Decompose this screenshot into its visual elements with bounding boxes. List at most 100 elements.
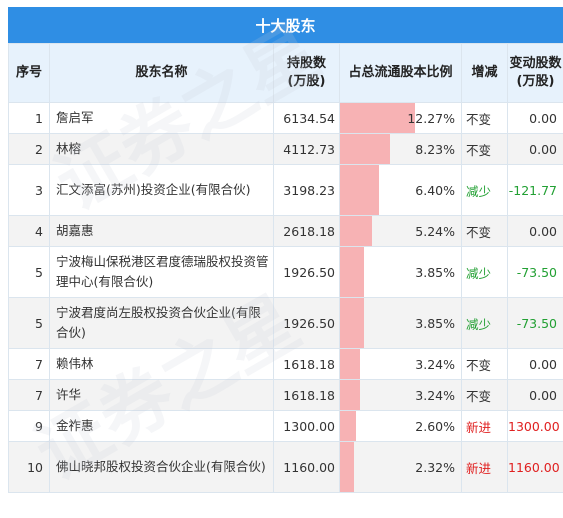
shares-value: 2618.18 (273, 215, 340, 247)
ratio-text: 3.24% (415, 387, 455, 403)
ratio-bar (340, 298, 364, 348)
table-row: 9 金祚惠 1300.00 2.60% 新进 1300.00 (8, 410, 563, 442)
shareholder-name: 金祚惠 (49, 410, 274, 442)
ratio-text: 8.23% (415, 141, 455, 157)
change-label: 不变 (461, 379, 508, 411)
delta-value: -73.50 (507, 297, 563, 349)
change-label: 不变 (461, 102, 508, 134)
row-index: 7 (8, 348, 50, 380)
table-row: 4 胡嘉惠 2618.18 5.24% 不变 0.00 (8, 215, 563, 247)
shareholder-name: 许华 (49, 379, 274, 411)
table-row: 10 佛山晓邦股权投资合伙企业(有限合伙) 1160.00 2.32% 新进 1160.0… (8, 441, 563, 493)
change-label: 减少 (461, 297, 508, 349)
ratio-bar (340, 442, 355, 492)
row-index: 5 (8, 246, 50, 298)
ratio-cell: 3.85% (339, 297, 462, 349)
shares-value: 1618.18 (273, 379, 340, 411)
shareholder-name: 宁波梅山保税港区君度德瑞股权投资管理中心(有限合伙) (49, 246, 274, 298)
ratio-cell: 2.60% (339, 410, 462, 442)
ratio-bar (340, 349, 360, 379)
shares-value: 1618.18 (273, 348, 340, 380)
shares-value: 1926.50 (273, 246, 340, 298)
delta-value: 0.00 (507, 379, 563, 411)
ratio-cell: 3.24% (339, 348, 462, 380)
shareholder-name: 佛山晓邦股权投资合伙企业(有限合伙) (49, 441, 274, 493)
ratio-text: 5.24% (415, 223, 455, 239)
table-title: 十大股东 (8, 7, 563, 43)
change-label: 不变 (461, 133, 508, 165)
table-row: 5 宁波梅山保税港区君度德瑞股权投资管理中心(有限合伙) 1926.50 3.85% 减… (8, 246, 563, 298)
shareholder-name: 汇文添富(苏州)投资企业(有限合伙) (49, 164, 274, 216)
ratio-bar (340, 134, 391, 164)
delta-value: 1300.00 (507, 410, 563, 442)
shares-value: 1160.00 (273, 441, 340, 493)
ratio-cell: 8.23% (339, 133, 462, 165)
table-row: 3 汇文添富(苏州)投资企业(有限合伙) 3198.23 6.40% 减少 -121.77 (8, 164, 563, 216)
table-row: 1 詹启军 6134.54 12.27% 不变 0.00 (8, 102, 563, 134)
delta-value: 0.00 (507, 133, 563, 165)
shares-value: 3198.23 (273, 164, 340, 216)
header-row: 序号 股东名称 持股数 (万股) 占总流通股本比例 增减 变动股数 (万股) (8, 43, 563, 103)
header-shares: 持股数 (万股) (273, 43, 340, 103)
shareholders-panel: 十大股东 序号 股东名称 持股数 (万股) 占总流通股本比例 增减 变动股数 (万股… (8, 7, 563, 493)
ratio-bar (340, 411, 356, 441)
shareholder-name: 赖伟林 (49, 348, 274, 380)
change-label: 新进 (461, 441, 508, 493)
table-row: 7 赖伟林 1618.18 3.24% 不变 0.00 (8, 348, 563, 380)
table-row: 7 许华 1618.18 3.24% 不变 0.00 (8, 379, 563, 411)
ratio-cell: 3.24% (339, 379, 462, 411)
row-index: 10 (8, 441, 50, 493)
shareholder-name: 宁波君度尚左股权投资合伙企业(有限合伙) (49, 297, 274, 349)
ratio-text: 3.85% (415, 315, 455, 331)
header-name: 股东名称 (49, 43, 274, 103)
change-label: 不变 (461, 348, 508, 380)
row-index: 1 (8, 102, 50, 134)
delta-value: 0.00 (507, 102, 563, 134)
row-index: 5 (8, 297, 50, 349)
ratio-text: 3.85% (415, 264, 455, 280)
ratio-cell: 12.27% (339, 102, 462, 134)
header-ratio: 占总流通股本比例 (339, 43, 462, 103)
shares-value: 4112.73 (273, 133, 340, 165)
ratio-bar (340, 165, 380, 215)
ratio-cell: 6.40% (339, 164, 462, 216)
shareholder-name: 林榕 (49, 133, 274, 165)
row-index: 7 (8, 379, 50, 411)
shares-value: 1926.50 (273, 297, 340, 349)
change-label: 减少 (461, 246, 508, 298)
change-label: 新进 (461, 410, 508, 442)
shareholders-table: 序号 股东名称 持股数 (万股) 占总流通股本比例 增减 变动股数 (万股) 1 詹启… (8, 43, 563, 493)
delta-value: 1160.00 (507, 441, 563, 493)
table-row: 5 宁波君度尚左股权投资合伙企业(有限合伙) 1926.50 3.85% 减少 -73.5… (8, 297, 563, 349)
delta-value: 0.00 (507, 215, 563, 247)
shares-value: 6134.54 (273, 102, 340, 134)
row-index: 3 (8, 164, 50, 216)
change-label: 不变 (461, 215, 508, 247)
ratio-bar (340, 103, 416, 133)
header-delta: 变动股数 (万股) (507, 43, 563, 103)
ratio-text: 3.24% (415, 356, 455, 372)
ratio-bar (340, 216, 373, 246)
shareholder-name: 胡嘉惠 (49, 215, 274, 247)
ratio-cell: 5.24% (339, 215, 462, 247)
ratio-bar (340, 247, 364, 297)
ratio-cell: 3.85% (339, 246, 462, 298)
ratio-text: 2.60% (415, 418, 455, 434)
ratio-text: 12.27% (407, 110, 455, 126)
delta-value: 0.00 (507, 348, 563, 380)
ratio-text: 6.40% (415, 182, 455, 198)
row-index: 9 (8, 410, 50, 442)
delta-value: -121.77 (507, 164, 563, 216)
header-idx: 序号 (8, 43, 50, 103)
ratio-bar (340, 380, 360, 410)
header-change: 增减 (461, 43, 508, 103)
row-index: 2 (8, 133, 50, 165)
ratio-cell: 2.32% (339, 441, 462, 493)
table-row: 2 林榕 4112.73 8.23% 不变 0.00 (8, 133, 563, 165)
ratio-text: 2.32% (415, 459, 455, 475)
row-index: 4 (8, 215, 50, 247)
shares-value: 1300.00 (273, 410, 340, 442)
shareholder-name: 詹启军 (49, 102, 274, 134)
delta-value: -73.50 (507, 246, 563, 298)
change-label: 减少 (461, 164, 508, 216)
